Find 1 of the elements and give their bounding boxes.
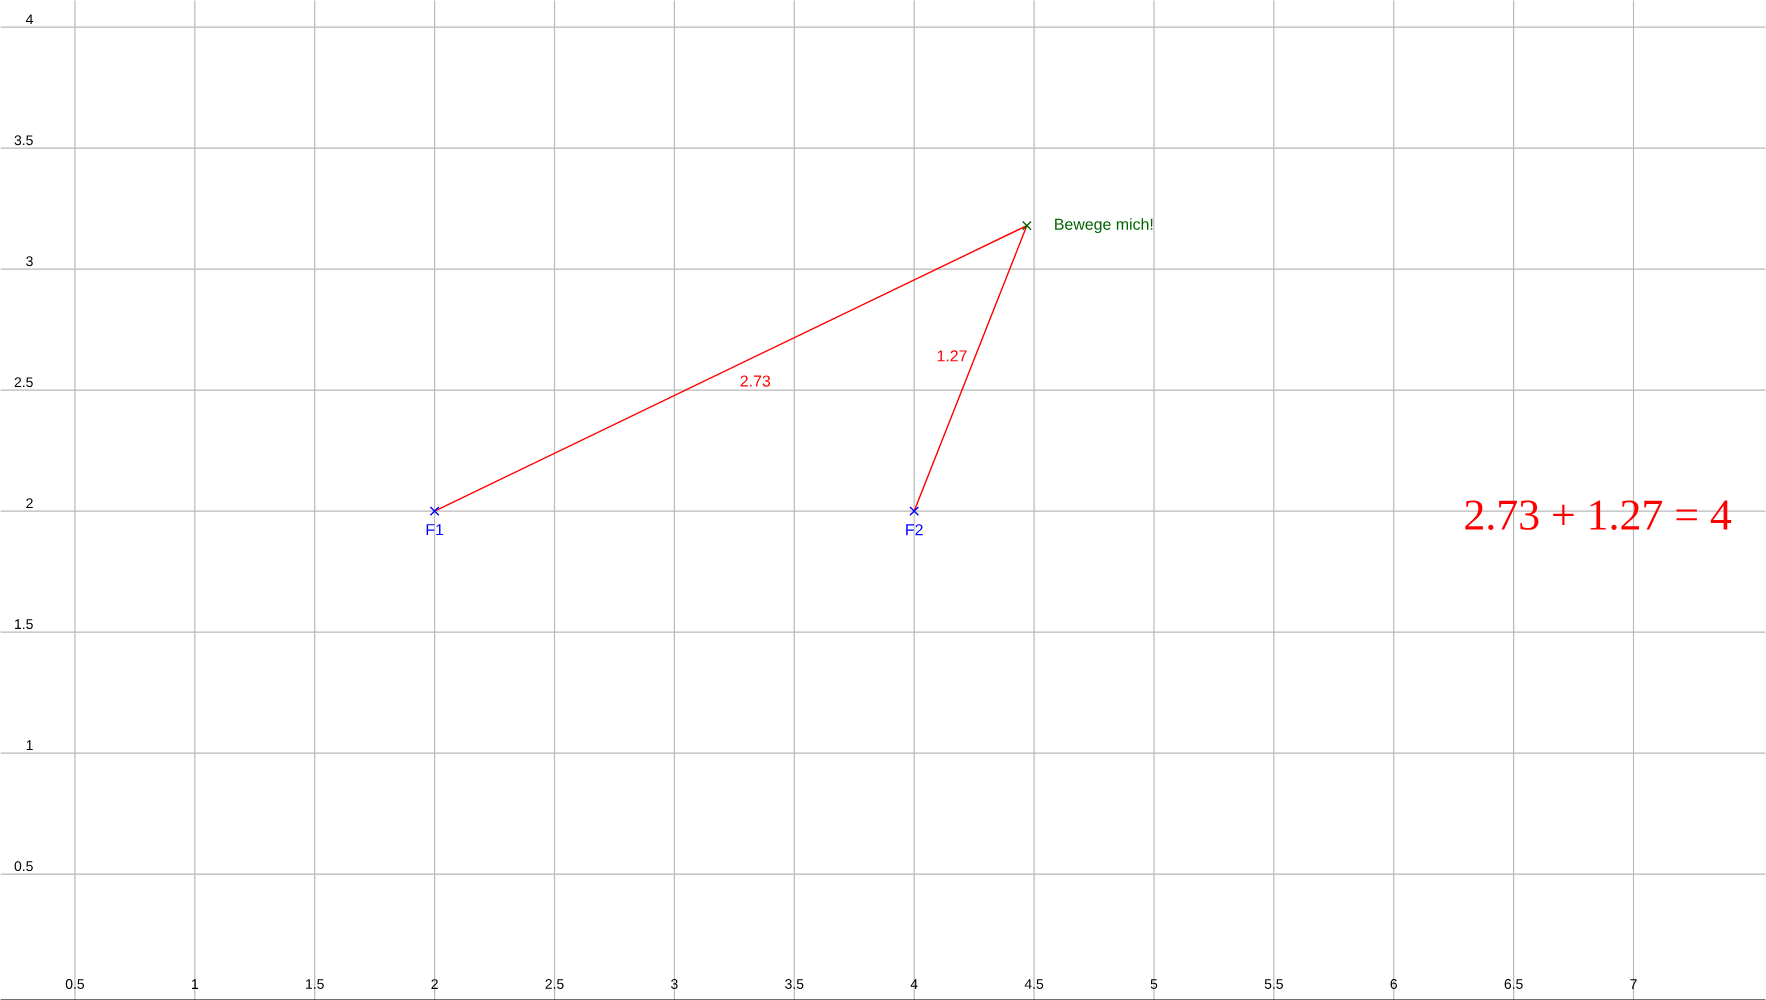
annotation: 2.73 + 1.27 = 4 <box>1465 500 1732 530</box>
